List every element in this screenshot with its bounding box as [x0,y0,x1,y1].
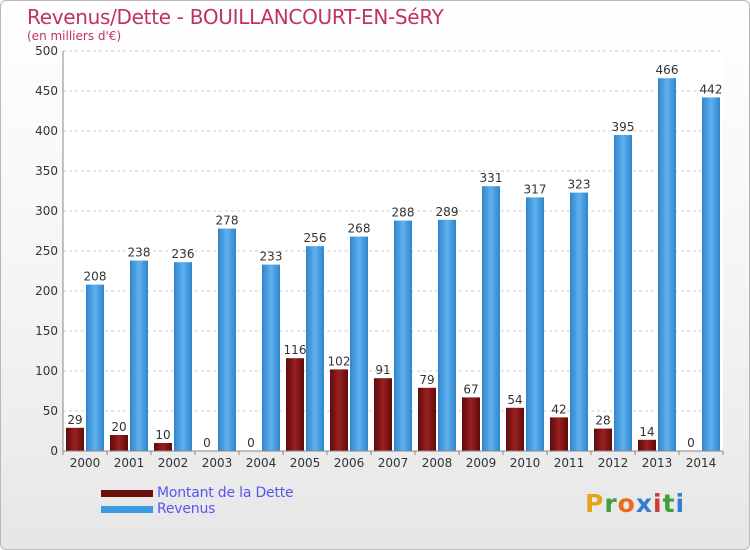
data-label-revenue: 466 [656,63,679,77]
y-tick-label: 100 [35,364,58,378]
x-tick-label: 2000 [70,456,101,470]
data-label-debt: 116 [284,343,307,357]
bar-debt [462,397,480,451]
data-label-revenue: 268 [348,222,371,236]
proxiti-logo: Proxiti [585,489,686,518]
data-label-revenue: 288 [392,206,415,220]
data-label-revenue: 331 [480,171,503,185]
data-label-revenue: 208 [84,270,107,284]
x-tick-label: 2008 [422,456,453,470]
chart-title: Revenus/Dette - BOUILLANCOURT-EN-SéRY [27,5,444,29]
legend-swatch-debt [101,490,153,497]
grid-layer [63,50,723,452]
y-tick-label: 500 [35,44,58,58]
y-tick-label: 400 [35,124,58,138]
bar-debt [110,435,128,451]
data-label-debt: 54 [507,393,522,407]
x-tick-label: 2002 [158,456,189,470]
data-label-revenue: 233 [260,250,283,264]
bar-revenue [526,197,544,451]
bar-revenue [86,284,104,451]
x-tick-label: 2001 [114,456,145,470]
data-label-debt: 29 [67,413,82,427]
data-label-debt: 79 [419,373,434,387]
y-tick-label: 200 [35,284,58,298]
data-label-revenue: 317 [524,182,547,196]
data-label-debt: 0 [247,436,255,450]
data-label-debt: 10 [155,428,170,442]
y-tick-label: 350 [35,164,58,178]
bar-debt [286,358,304,451]
y-tick-label: 150 [35,324,58,338]
data-label-debt: 28 [595,414,610,428]
data-label-revenue: 442 [700,82,723,96]
bar-debt [638,439,656,451]
x-tick-label: 2011 [554,456,585,470]
data-label-revenue: 289 [436,205,459,219]
data-label-debt: 42 [551,402,566,416]
legend-label-revenue: Revenus [157,501,216,517]
data-label-debt: 20 [111,420,126,434]
bar-revenue [658,78,676,451]
data-label-debt: 67 [463,382,478,396]
y-tick-label: 450 [35,84,58,98]
bar-revenue [306,246,324,451]
data-label-debt: 102 [328,354,351,368]
bar-debt [506,407,524,451]
x-tick-label: 2003 [202,456,233,470]
data-label-debt: 14 [639,425,654,439]
x-tick-label: 2009 [466,456,497,470]
bar-revenue [438,219,456,451]
bar-revenue [482,186,500,451]
data-label-debt: 0 [687,436,695,450]
data-label-revenue: 395 [612,120,635,134]
y-tick-label: 300 [35,204,58,218]
x-tick-label: 2012 [598,456,629,470]
legend-swatch-revenue [101,506,153,513]
x-tick-label: 2006 [334,456,365,470]
y-tick-label: 0 [50,444,58,458]
x-tick-label: 2007 [378,456,409,470]
chart-subtitle: (en milliers d'€) [27,29,122,43]
data-label-revenue: 236 [172,247,195,261]
bar-revenue [350,236,368,451]
data-label-debt: 0 [203,436,211,450]
bar-debt [66,427,84,451]
y-tick-label: 250 [35,244,58,258]
bars-layer [66,78,720,452]
labels-layer: 29 208 20 238 10 236 0 278 0 233 116 256 102 268 91 288… [67,63,722,450]
x-tick-label: 2013 [642,456,673,470]
bar-revenue [262,264,280,451]
legend-label-debt: Montant de la Dette [157,485,294,501]
bar-debt [594,428,612,451]
bar-revenue [174,262,192,451]
data-label-revenue: 238 [128,246,151,260]
data-label-debt: 91 [375,363,390,377]
bar-revenue [570,192,588,451]
data-label-revenue: 323 [568,178,591,192]
x-tick-label: 2005 [290,456,321,470]
bar-debt [418,387,436,451]
bar-debt [550,417,568,451]
bar-debt [374,378,392,451]
y-tick-label: 50 [43,404,58,418]
bar-revenue [130,260,148,451]
bar-revenue [394,220,412,451]
bar-revenue [218,228,236,451]
x-tick-label: 2014 [686,456,717,470]
x-tick-label: 2004 [246,456,277,470]
bar-revenue [614,135,632,451]
data-label-revenue: 278 [216,214,239,228]
data-label-revenue: 256 [304,231,327,245]
x-tick-label: 2010 [510,456,541,470]
bar-debt [330,369,348,451]
bar-debt [154,443,172,451]
bar-revenue [702,97,720,452]
